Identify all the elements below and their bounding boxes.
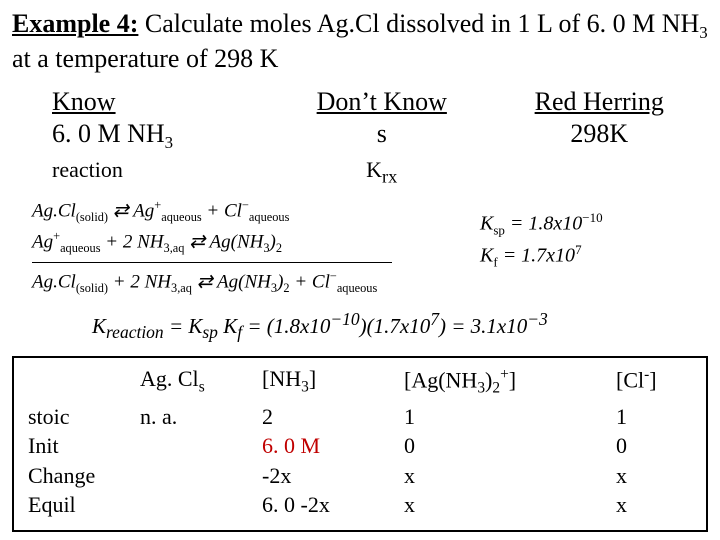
ice-cell: 1 (398, 402, 610, 432)
ice-cell (134, 431, 256, 461)
ice-h-blank (22, 364, 134, 402)
ice-cell (134, 490, 256, 520)
ice-h-nh3: [NH3] (256, 364, 398, 402)
ice-table: Ag. Cls [NH3] [Ag(NH3)2+] [Cl-] stoic n.… (22, 364, 698, 520)
ice-cell: x (610, 490, 698, 520)
k-rx-label: Krx (273, 156, 491, 188)
kf-value: Kf = 1.7x107 (480, 240, 603, 272)
eq-line-1: Ag.Cl(solid) ⇄ Ag+aqueous + Cl−aqueous (32, 196, 708, 227)
k-values: Ksp = 1.8x10−10 Kf = 1.7x107 (480, 208, 603, 272)
ice-label: Init (22, 431, 134, 461)
ice-cell: -2x (256, 461, 398, 491)
equation-block: Ag.Cl(solid) ⇄ Ag+aqueous + Cl−aqueous A… (32, 196, 708, 299)
title-main: Calculate moles Ag.Cl dissolved in 1 L o… (138, 9, 699, 38)
ice-cell: 6. 0 M (256, 431, 398, 461)
k-reaction-line: Kreaction = Ksp Kf = (1.8x10−10)(1.7x107… (92, 309, 708, 344)
ice-cell: 2 (256, 402, 398, 432)
know-value: 6. 0 M NH3 (52, 118, 273, 153)
ice-cell: 0 (610, 431, 698, 461)
dont-know-heading: Don’t Know (273, 86, 491, 119)
ice-row-init: Init 6. 0 M 0 0 (22, 431, 698, 461)
ice-label: Change (22, 461, 134, 491)
ice-cell (134, 461, 256, 491)
ice-cell: x (398, 461, 610, 491)
know-heading: Know (52, 86, 273, 119)
eq-rule (32, 262, 392, 263)
title-lead: Example 4: (12, 9, 138, 38)
know-grid: Know 6. 0 M NH3 Don’t Know s Red Herring… (12, 86, 708, 154)
ice-h-complex: [Ag(NH3)2+] (398, 364, 610, 402)
ice-cell: 0 (398, 431, 610, 461)
ice-cell: x (398, 490, 610, 520)
red-herring-heading: Red Herring (491, 86, 709, 119)
ice-h-cl: [Cl-] (610, 364, 698, 402)
ice-cell: 6. 0 -2x (256, 490, 398, 520)
title-sub: 3 (699, 23, 707, 42)
dont-know-value: s (273, 118, 491, 151)
ice-cell: x (610, 461, 698, 491)
ice-row-equil: Equil 6. 0 -2x x x (22, 490, 698, 520)
ice-cell: 1 (610, 402, 698, 432)
reaction-label: reaction (12, 156, 273, 188)
eq-line-3: Ag.Cl(solid) + 2 NH3,aq ⇄ Ag(NH3)2 + Cl−… (32, 267, 708, 298)
ice-row-stoic: stoic n. a. 2 1 1 (22, 402, 698, 432)
title-tail: at a temperature of 298 K (12, 44, 278, 73)
ice-h-agcl: Ag. Cls (134, 364, 256, 402)
ksp-value: Ksp = 1.8x10−10 (480, 208, 603, 240)
ice-cell: n. a. (134, 402, 256, 432)
ice-table-box: Ag. Cls [NH3] [Ag(NH3)2+] [Cl-] stoic n.… (12, 356, 708, 532)
ice-label: stoic (22, 402, 134, 432)
eq-line-2: Ag+aqueous + 2 NH3,aq ⇄ Ag(NH3)2 (32, 227, 708, 258)
red-herring-value: 298K (491, 118, 709, 151)
example-title: Example 4: Calculate moles Ag.Cl dissolv… (12, 8, 708, 76)
ice-label: Equil (22, 490, 134, 520)
reaction-row: reaction Krx (12, 156, 708, 188)
ice-header-row: Ag. Cls [NH3] [Ag(NH3)2+] [Cl-] (22, 364, 698, 402)
ice-row-change: Change -2x x x (22, 461, 698, 491)
